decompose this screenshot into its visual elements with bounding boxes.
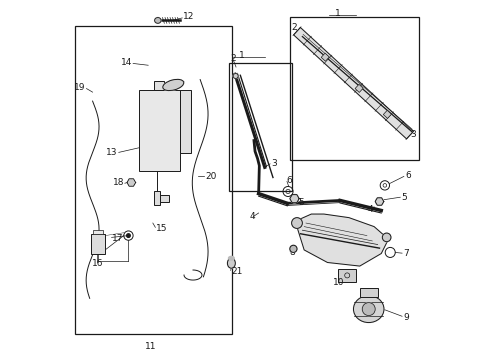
Bar <box>74 26 232 334</box>
Circle shape <box>129 180 134 185</box>
Ellipse shape <box>228 256 234 260</box>
Bar <box>139 90 180 171</box>
Text: 12: 12 <box>183 12 195 21</box>
Text: 5: 5 <box>401 193 407 202</box>
Text: 1: 1 <box>239 51 245 60</box>
Text: 8: 8 <box>289 248 295 257</box>
Text: 3: 3 <box>271 159 277 168</box>
Ellipse shape <box>290 194 299 203</box>
Ellipse shape <box>227 258 235 268</box>
Ellipse shape <box>155 18 161 23</box>
Bar <box>321 53 329 61</box>
Circle shape <box>382 233 391 242</box>
Ellipse shape <box>163 79 184 91</box>
Text: 20: 20 <box>205 172 217 181</box>
Ellipse shape <box>353 296 384 323</box>
Bar <box>355 84 363 93</box>
Text: 9: 9 <box>403 313 409 322</box>
Text: 11: 11 <box>146 342 157 351</box>
Text: 2: 2 <box>231 54 236 63</box>
Bar <box>91 234 105 253</box>
Bar <box>153 81 164 90</box>
Circle shape <box>290 245 297 252</box>
Text: 3: 3 <box>411 130 416 139</box>
Bar <box>229 63 292 191</box>
Text: 15: 15 <box>156 224 168 233</box>
Text: 16: 16 <box>92 259 103 268</box>
Polygon shape <box>295 214 389 266</box>
Bar <box>360 288 378 297</box>
Ellipse shape <box>233 73 238 78</box>
Polygon shape <box>294 27 414 139</box>
Bar <box>383 110 392 118</box>
Text: 4: 4 <box>368 205 374 214</box>
Bar <box>153 191 160 205</box>
Bar <box>180 90 191 153</box>
Ellipse shape <box>375 198 383 206</box>
Text: 1: 1 <box>335 9 341 18</box>
Text: 13: 13 <box>106 148 118 157</box>
Text: 6: 6 <box>405 171 411 180</box>
Text: 18: 18 <box>113 178 124 187</box>
Text: 4: 4 <box>250 212 256 221</box>
Circle shape <box>292 218 302 228</box>
Circle shape <box>126 234 130 237</box>
Text: 19: 19 <box>74 83 85 92</box>
Text: 10: 10 <box>333 278 344 287</box>
Bar <box>338 269 356 282</box>
Text: 6: 6 <box>286 176 292 185</box>
Text: 14: 14 <box>121 58 132 67</box>
Circle shape <box>362 303 375 316</box>
Text: 2: 2 <box>292 23 297 32</box>
Text: 7: 7 <box>403 249 409 258</box>
Bar <box>93 230 103 234</box>
Text: 17: 17 <box>112 234 124 243</box>
Bar <box>160 195 169 202</box>
Bar <box>290 17 419 160</box>
Text: 21: 21 <box>231 267 243 276</box>
Text: 5: 5 <box>298 198 304 207</box>
